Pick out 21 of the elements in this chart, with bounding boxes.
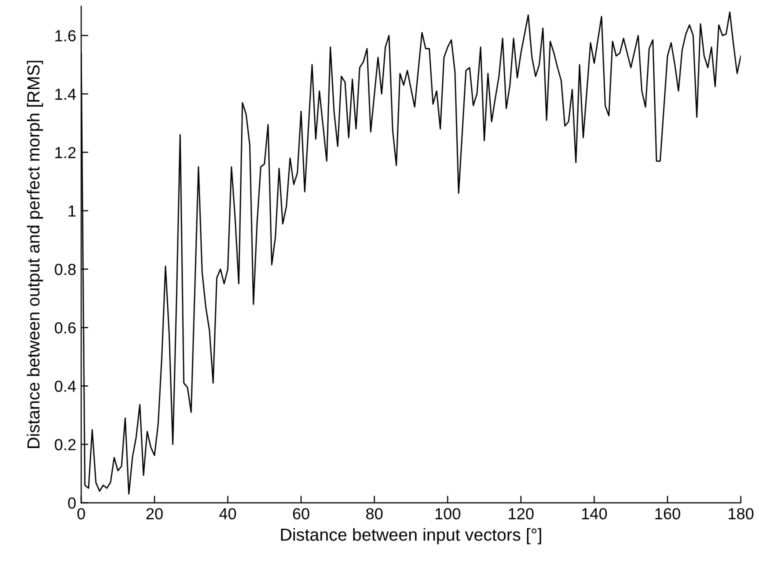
y-tick-label: 1.4	[55, 88, 76, 100]
x-tick-label: 20	[146, 508, 163, 520]
y-axis-title: Distance between output and perfect morph [RMS]	[26, 60, 44, 448]
y-tick-label: 1.2	[55, 146, 76, 158]
x-tick-label: 80	[366, 508, 383, 520]
y-tick-label: 0.6	[54, 322, 76, 334]
x-tick-label: 180	[728, 508, 754, 520]
y-tick-label: 0	[68, 497, 76, 509]
x-tick-label: 40	[219, 508, 236, 520]
x-tick-label: 160	[655, 508, 680, 520]
x-axis-title: Distance between input vectors [°]	[281, 528, 542, 544]
y-tick-label: 0.2	[54, 439, 76, 450]
x-tick-label: 60	[293, 508, 310, 520]
x-tick-label: 100	[436, 508, 460, 520]
y-tick-label: 1.6	[55, 30, 76, 42]
y-tick-label: 0.8	[54, 264, 76, 276]
y-tick-label: 1	[68, 206, 76, 217]
x-tick-label: 0	[77, 508, 86, 520]
y-tick-label: 0.4	[54, 380, 76, 392]
x-tick-label: 140	[582, 508, 607, 520]
x-tick-label: 120	[508, 508, 534, 520]
